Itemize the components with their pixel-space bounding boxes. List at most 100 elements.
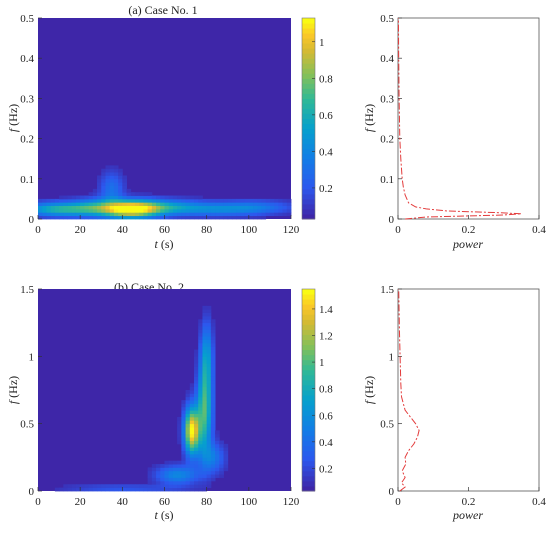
heat-cell	[278, 212, 283, 217]
heat-cell	[122, 192, 127, 196]
colorbar-segment	[302, 364, 315, 371]
power-b-ylabel: f (Hz)	[362, 376, 376, 404]
heat-cell	[210, 474, 216, 478]
heat-cell	[198, 386, 203, 391]
heat-cell	[181, 195, 186, 200]
colorbar-segment	[302, 18, 315, 24]
heat-cell	[282, 205, 288, 210]
heat-cell	[194, 450, 199, 455]
heat-cell	[71, 484, 77, 489]
heat-cell	[269, 198, 275, 203]
heat-cell	[84, 212, 89, 217]
heat-cell	[194, 202, 199, 206]
heat-cell	[189, 460, 195, 465]
heat-cell	[202, 315, 208, 320]
heat-cell	[189, 430, 195, 435]
colorbar-segment	[302, 440, 315, 447]
heat-cell	[189, 443, 195, 448]
heat-cell	[198, 413, 203, 418]
heat-cell	[113, 484, 119, 489]
heat-cell	[194, 383, 199, 388]
heat-cell	[156, 464, 161, 468]
heat-cell	[151, 474, 157, 478]
heat-cell	[147, 474, 153, 478]
heat-cell	[118, 175, 123, 180]
colorbar-segment	[302, 329, 315, 335]
heat-cell	[198, 352, 203, 357]
heat-cell	[202, 433, 208, 438]
heat-cell	[206, 352, 212, 357]
power-b-plot	[397, 288, 540, 492]
heat-cell	[130, 484, 136, 489]
heat-cell	[54, 205, 60, 210]
heat-cell	[80, 202, 85, 206]
heat-cell	[257, 208, 262, 213]
heat-cell	[219, 205, 224, 210]
heat-cell	[134, 208, 140, 213]
ytick-label: 1.5	[20, 284, 34, 296]
colorbar-segment	[302, 48, 315, 54]
heat-cell	[194, 406, 199, 411]
heat-cell	[189, 474, 195, 478]
heat-cell	[219, 202, 224, 206]
heat-cell	[274, 205, 279, 210]
heat-cell	[109, 192, 115, 196]
heat-cell	[156, 198, 161, 203]
heat-cell	[185, 427, 191, 431]
heat-cell	[172, 484, 178, 489]
heat-cell	[105, 215, 111, 220]
heat-cell	[151, 215, 157, 220]
colorbar-segment	[302, 98, 315, 104]
heat-cell	[134, 202, 140, 206]
heat-cell	[210, 416, 216, 421]
heat-cell	[278, 205, 283, 210]
colorbar-segment	[302, 68, 315, 74]
heat-cell	[240, 212, 246, 217]
heat-cell	[118, 484, 123, 489]
colorbar-segment	[302, 38, 315, 44]
heat-cell	[156, 212, 161, 217]
heat-cell	[92, 202, 98, 206]
heat-cell	[147, 192, 153, 196]
heat-cell	[206, 349, 212, 354]
ytick-label: 0	[389, 214, 395, 226]
heat-cell	[185, 480, 191, 485]
heat-cell	[172, 202, 178, 206]
heat-cell	[105, 178, 111, 183]
heat-cell	[206, 400, 212, 404]
heat-cell	[147, 212, 153, 217]
heat-cell	[160, 470, 165, 475]
heat-cell	[185, 467, 191, 472]
heat-cell	[231, 205, 237, 210]
heat-cell	[151, 195, 157, 200]
power-a-ylabel: f (Hz)	[362, 104, 376, 132]
heat-cell	[219, 460, 224, 465]
heat-cell	[139, 484, 144, 489]
heat-cell	[54, 198, 60, 203]
heat-cell	[206, 208, 212, 213]
heat-cell	[59, 205, 64, 210]
colorbar-segment	[302, 103, 315, 109]
heat-cell	[202, 319, 208, 324]
heat-cell	[139, 205, 144, 210]
heat-cell	[202, 393, 208, 398]
heat-cell	[118, 202, 123, 206]
colorbar-segment	[302, 33, 315, 39]
heat-cell	[206, 460, 212, 465]
colorbar-segment	[302, 344, 315, 351]
heat-cell	[122, 188, 127, 193]
heat-cell	[202, 447, 208, 451]
heat-cell	[210, 447, 216, 451]
heat-cell	[194, 363, 199, 367]
heat-cell	[198, 205, 203, 210]
xtick-label: 100	[241, 496, 258, 508]
colorbar-segment	[302, 128, 315, 135]
heat-cell	[147, 487, 153, 492]
heat-cell	[147, 195, 153, 200]
heat-cell	[109, 198, 115, 203]
heat-cell	[189, 450, 195, 455]
heat-cell	[286, 205, 292, 210]
heat-cell	[46, 205, 52, 210]
heat-cell	[92, 208, 98, 213]
heat-cell	[194, 373, 199, 377]
